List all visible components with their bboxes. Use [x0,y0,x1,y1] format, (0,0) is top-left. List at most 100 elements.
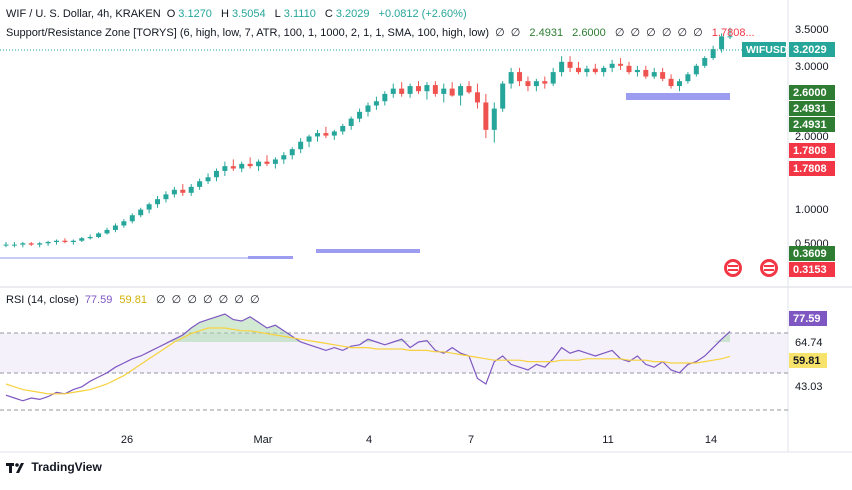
time-tick: 11 [602,434,613,446]
rsi-layer [5,313,731,402]
candle [542,76,548,89]
candle [449,82,455,97]
candle [163,191,169,203]
candle-body [719,36,725,50]
candle-body [188,186,194,193]
candle-body [365,105,371,112]
zone-badge-label: 1.7808 [793,163,827,175]
candle-body [54,240,60,243]
last-price-badge-label: 3.2029 [793,44,827,56]
candle-body [272,159,278,164]
candle [256,159,262,171]
candle [54,239,60,245]
symbol-badge [742,42,786,57]
candle-body [676,81,682,87]
candle-body [651,72,657,77]
zone-badge [789,262,835,277]
candle [213,168,219,182]
candle-body [685,74,691,82]
candle [222,161,228,176]
candle-body [87,236,93,239]
candle-body [491,108,497,130]
candle-body [584,68,590,73]
time-tick: 4 [366,434,372,446]
candle-body [314,133,320,137]
rsi-tick: 64.74 [795,337,823,349]
candle-body [424,85,430,92]
ohlc-label: C [324,8,333,20]
rsi-tick: 43.03 [795,381,823,393]
support-zone-2 [248,256,293,259]
zone-badge-label: 2.4931 [793,119,827,131]
candle-body [432,85,438,94]
symbol-title[interactable]: WIF / U. S. Dollar, 4h, KRAKEN [6,8,161,20]
candle [508,67,514,89]
candle [668,74,674,89]
candle [727,27,733,40]
brand-name: TradingView [31,460,102,474]
candle-body [702,58,708,66]
candle [205,173,211,185]
rsi-ma-line [5,327,731,395]
candle [239,161,245,173]
flag-icon[interactable] [760,259,778,277]
candle-body [298,141,304,150]
candle [660,67,666,82]
flag-icon[interactable] [724,259,742,277]
candle-body [20,243,26,245]
candle-body [11,244,17,246]
candle [373,96,379,110]
candle-body [727,36,733,38]
price-tick: 3.0000 [795,61,829,73]
rsi-title[interactable]: RSI (14, close) [6,294,79,306]
candle-body [45,242,51,244]
candle-body [121,221,127,226]
candle [323,126,329,139]
tradingview-logo[interactable]: TradingView [6,460,102,474]
candle-body [62,240,68,243]
candle-body [138,209,144,216]
candle [180,184,186,196]
candle [357,108,363,123]
candle-body [197,181,203,187]
candle [104,227,110,235]
resistance-zone [626,93,730,100]
ohlc-open: 3.1270 [178,8,212,20]
rsi-legend-value: 77.59 [84,294,113,306]
candle [424,82,430,100]
rsi-legend-null: ∅ [187,294,197,306]
candle [525,76,531,92]
rsi-legend-null: ∅ [156,294,166,306]
ohlc-low: 3.1110 [283,8,316,20]
indicator-title[interactable]: Support/Resistance Zone [TORYS] (6, high… [6,27,490,39]
candle-body [458,86,464,96]
candle-body [348,118,354,126]
price-tick: 1.0000 [795,204,829,216]
candle [3,242,9,248]
candle [45,240,51,246]
candle [230,159,236,171]
candle-body [373,101,379,106]
ohlc-close: 3.2029 [335,8,370,20]
price-tick: 2.0000 [795,131,829,143]
zone-badge [789,117,835,132]
candle-body [70,240,76,243]
candle-body [155,199,161,205]
candle [533,78,539,92]
candle [432,81,438,97]
indicator-value: ∅ [677,27,688,39]
candle [441,83,447,103]
candle-body [79,238,85,241]
ohlc-change: +0.0812 (+2.60%) [378,8,467,20]
candle-body [264,161,270,164]
candle-body [104,229,110,234]
time-tick: 7 [468,434,474,446]
candle [399,82,405,97]
candle-body [533,81,539,87]
indicator-value: ∅ [693,27,703,39]
candle [634,65,640,77]
candle-body [474,92,480,103]
candle [416,81,422,94]
rsi-overbought-fill [6,314,730,342]
